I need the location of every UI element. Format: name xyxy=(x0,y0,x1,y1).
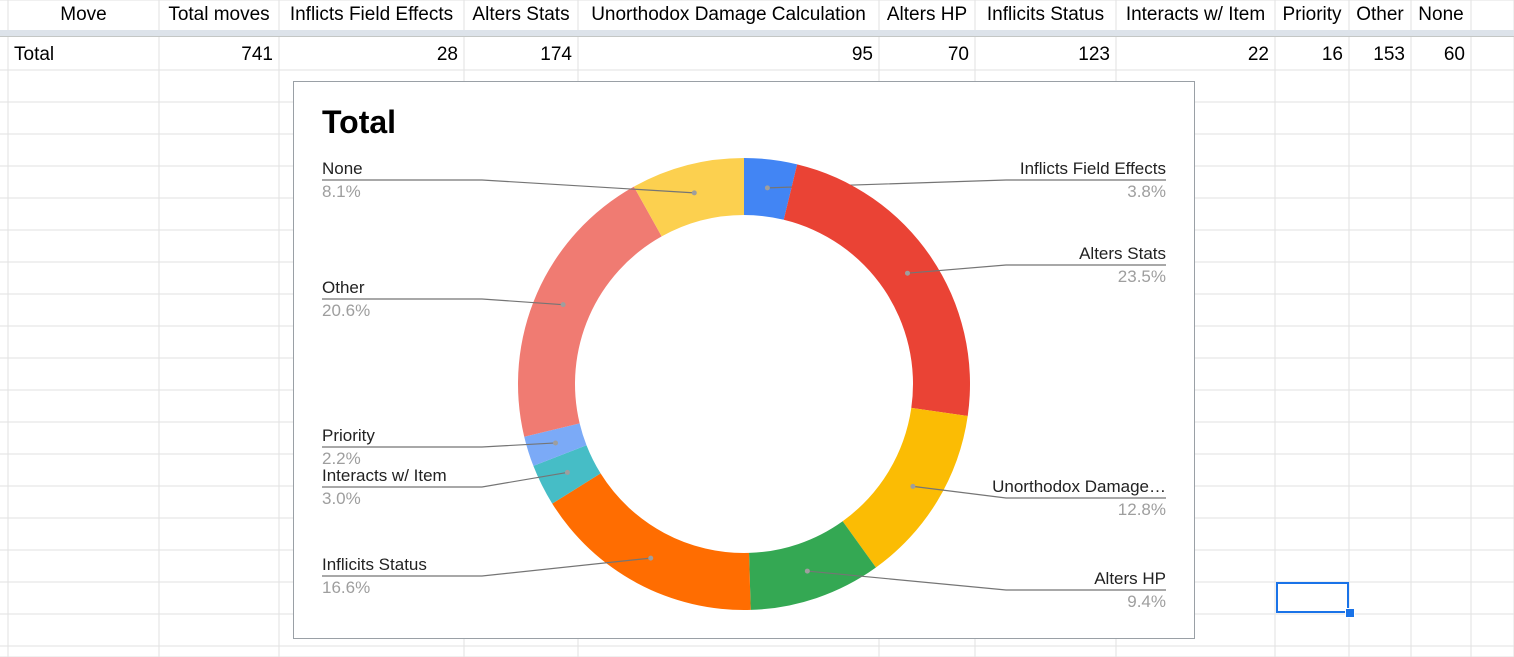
donut-slice[interactable] xyxy=(783,164,970,416)
donut-slice[interactable] xyxy=(552,473,751,610)
fill-handle[interactable] xyxy=(1345,608,1355,618)
donut-slice[interactable] xyxy=(518,186,662,437)
leader-line xyxy=(322,298,564,306)
leader-line xyxy=(322,557,651,577)
value-cell[interactable]: 28 xyxy=(436,44,458,65)
leader-dot xyxy=(564,469,570,475)
donut-chart[interactable]: Total Inflicts Field Effects 3.8% Alters S… xyxy=(293,81,1195,639)
chart-plot: Inflicts Field Effects 3.8% Alters Stats 23… xyxy=(322,158,1166,611)
value-cell[interactable]: 95 xyxy=(851,44,873,65)
header-cell[interactable]: Interacts w/ Item xyxy=(1125,4,1266,25)
leader-line xyxy=(907,264,1166,274)
header-cell[interactable]: Inflicts Field Effects xyxy=(289,4,454,25)
slice-label: Alters HP xyxy=(1094,569,1166,588)
slice-percent-label: 16.6% xyxy=(322,578,370,597)
slice-label: Other xyxy=(322,278,365,297)
slice-label: Inflicts Field Effects xyxy=(1020,159,1166,178)
slice-label: Unorthodox Damage… xyxy=(992,477,1166,496)
leader-dot xyxy=(764,185,770,191)
slice-percent-label: 2.2% xyxy=(322,449,361,468)
leader-line xyxy=(807,570,1166,591)
header-cell[interactable]: Move xyxy=(60,4,107,25)
slice-label: Inflicits Status xyxy=(322,555,427,574)
slice-label: Interacts w/ Item xyxy=(322,466,447,485)
header-cell[interactable]: Other xyxy=(1356,4,1404,25)
donut-slice[interactable] xyxy=(749,521,876,610)
donut-slice[interactable] xyxy=(744,158,798,220)
leader-dot xyxy=(910,483,916,489)
header-cell[interactable]: Alters Stats xyxy=(472,4,570,25)
value-cell[interactable]: 60 xyxy=(1443,44,1465,65)
slice-percent-label: 8.1% xyxy=(322,182,361,201)
header-cell[interactable]: Priority xyxy=(1282,4,1342,25)
slice-label: Alters Stats xyxy=(1079,244,1166,263)
leader-dot xyxy=(804,568,810,574)
header-cell[interactable]: Alters HP xyxy=(886,4,968,25)
slice-percent-label: 3.0% xyxy=(322,489,361,508)
leader-line xyxy=(322,442,556,448)
leader-dot xyxy=(648,555,654,561)
leader-dot xyxy=(904,270,910,276)
row-label-cell[interactable]: Total xyxy=(14,44,55,65)
slice-percent-label: 3.8% xyxy=(1127,182,1166,201)
header-cell[interactable]: None xyxy=(1418,4,1464,25)
donut-slice[interactable] xyxy=(842,407,968,568)
leader-line xyxy=(322,471,568,488)
leader-dot xyxy=(553,440,559,446)
value-cell[interactable]: 741 xyxy=(241,44,273,65)
chart-title: Total xyxy=(322,104,397,140)
value-cell[interactable]: 174 xyxy=(540,44,572,65)
leader-dot xyxy=(560,302,566,308)
selected-cell[interactable] xyxy=(1276,582,1349,613)
leader-line xyxy=(912,485,1166,499)
value-cell[interactable]: 70 xyxy=(947,44,969,65)
header-cell[interactable]: Inflicits Status xyxy=(986,4,1105,25)
frozen-row-divider[interactable] xyxy=(0,30,1514,37)
slice-percent-label: 9.4% xyxy=(1127,592,1166,611)
leader-line xyxy=(322,179,695,194)
slice-label: Priority xyxy=(322,426,375,445)
value-cell[interactable]: 153 xyxy=(1373,44,1405,65)
header-cell[interactable]: Unorthodox Damage Calculation xyxy=(591,4,866,25)
slice-percent-label: 23.5% xyxy=(1118,267,1166,286)
leader-dot xyxy=(691,190,697,196)
slice-label: None xyxy=(322,159,363,178)
value-cell[interactable]: 16 xyxy=(1321,44,1343,65)
value-cell[interactable]: 22 xyxy=(1247,44,1269,65)
slice-percent-label: 20.6% xyxy=(322,301,370,320)
slice-percent-label: 12.8% xyxy=(1118,500,1166,519)
header-cell[interactable]: Total moves xyxy=(168,4,270,25)
value-cell[interactable]: 123 xyxy=(1078,44,1110,65)
donut-slice[interactable] xyxy=(633,158,744,237)
